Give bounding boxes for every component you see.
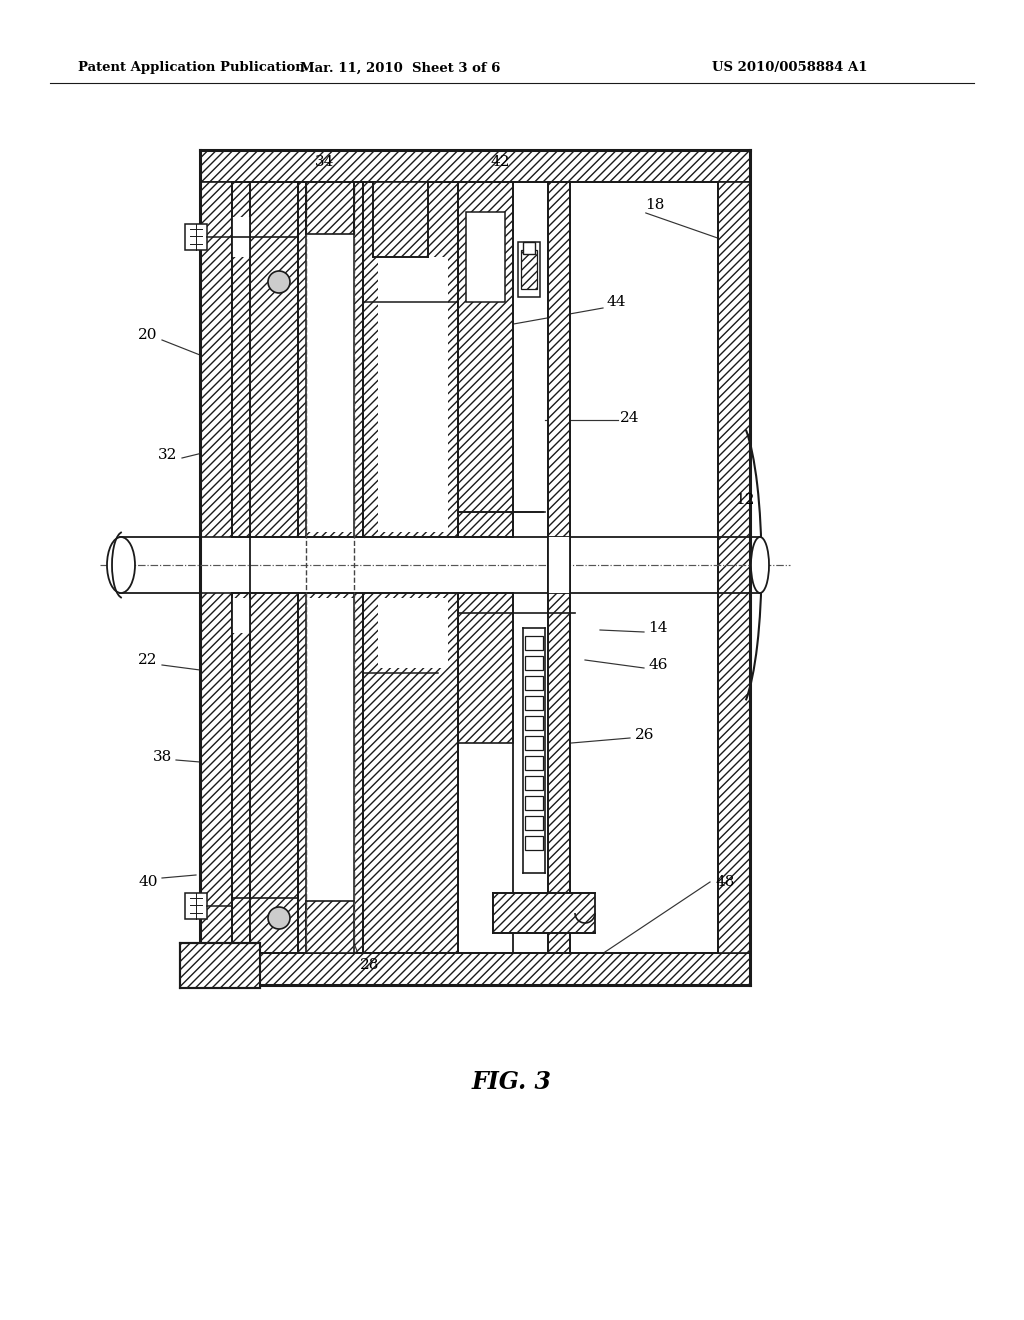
Bar [185,224,207,249]
Bar [200,953,750,985]
Bar [518,242,540,297]
Text: Patent Application Publication: Patent Application Publication [78,62,305,74]
Bar [378,598,449,668]
Text: 48: 48 [716,875,734,888]
Bar [250,182,298,537]
Bar [306,598,354,948]
Bar [306,187,354,532]
Bar [306,182,354,234]
Bar [185,894,207,919]
Bar [232,598,250,634]
Text: 40: 40 [138,875,158,888]
Text: 32: 32 [159,447,178,462]
Text: 38: 38 [153,750,172,764]
Bar [718,182,750,953]
Text: 34: 34 [315,154,335,169]
Bar [521,249,537,289]
Bar [523,242,535,253]
Bar [525,776,543,789]
Bar [306,902,354,953]
Bar [250,593,298,953]
Bar [525,696,543,710]
Text: 14: 14 [648,620,668,635]
Bar [548,537,570,593]
Text: 46: 46 [648,657,668,672]
Bar [525,796,543,810]
Bar [466,213,505,302]
Text: 44: 44 [606,294,626,309]
Bar [200,150,750,182]
Circle shape [268,907,290,929]
Text: 18: 18 [645,198,665,213]
Text: Mar. 11, 2010  Sheet 3 of 6: Mar. 11, 2010 Sheet 3 of 6 [300,62,500,74]
Bar [466,213,505,302]
Bar [200,593,232,953]
Text: US 2010/0058884 A1: US 2010/0058884 A1 [713,62,867,74]
Bar [232,216,250,257]
Bar [232,593,250,953]
Text: 42: 42 [490,154,510,169]
Bar [232,182,250,537]
Text: 28: 28 [360,958,380,972]
Text: 20: 20 [138,327,158,342]
Bar [458,593,513,743]
Bar [525,737,543,750]
Bar [525,656,543,671]
Text: FIG. 3: FIG. 3 [472,1071,552,1094]
Bar [298,593,362,953]
Ellipse shape [106,537,135,593]
Bar [458,182,513,537]
Bar [525,816,543,830]
Bar [525,715,543,730]
Circle shape [268,271,290,293]
Text: 22: 22 [138,653,158,667]
Bar [525,756,543,770]
Bar [525,676,543,690]
Bar [200,182,232,537]
Bar [378,257,449,532]
Bar [180,942,260,987]
Bar [373,182,428,257]
Bar [298,182,362,537]
Bar [525,636,543,649]
Ellipse shape [751,537,769,593]
Bar [525,836,543,850]
Bar [493,894,595,933]
Text: 12: 12 [735,492,755,507]
Text: 26: 26 [635,729,654,742]
Bar [548,182,570,953]
Bar [362,593,458,953]
Bar [362,182,458,537]
Text: 24: 24 [621,411,640,425]
